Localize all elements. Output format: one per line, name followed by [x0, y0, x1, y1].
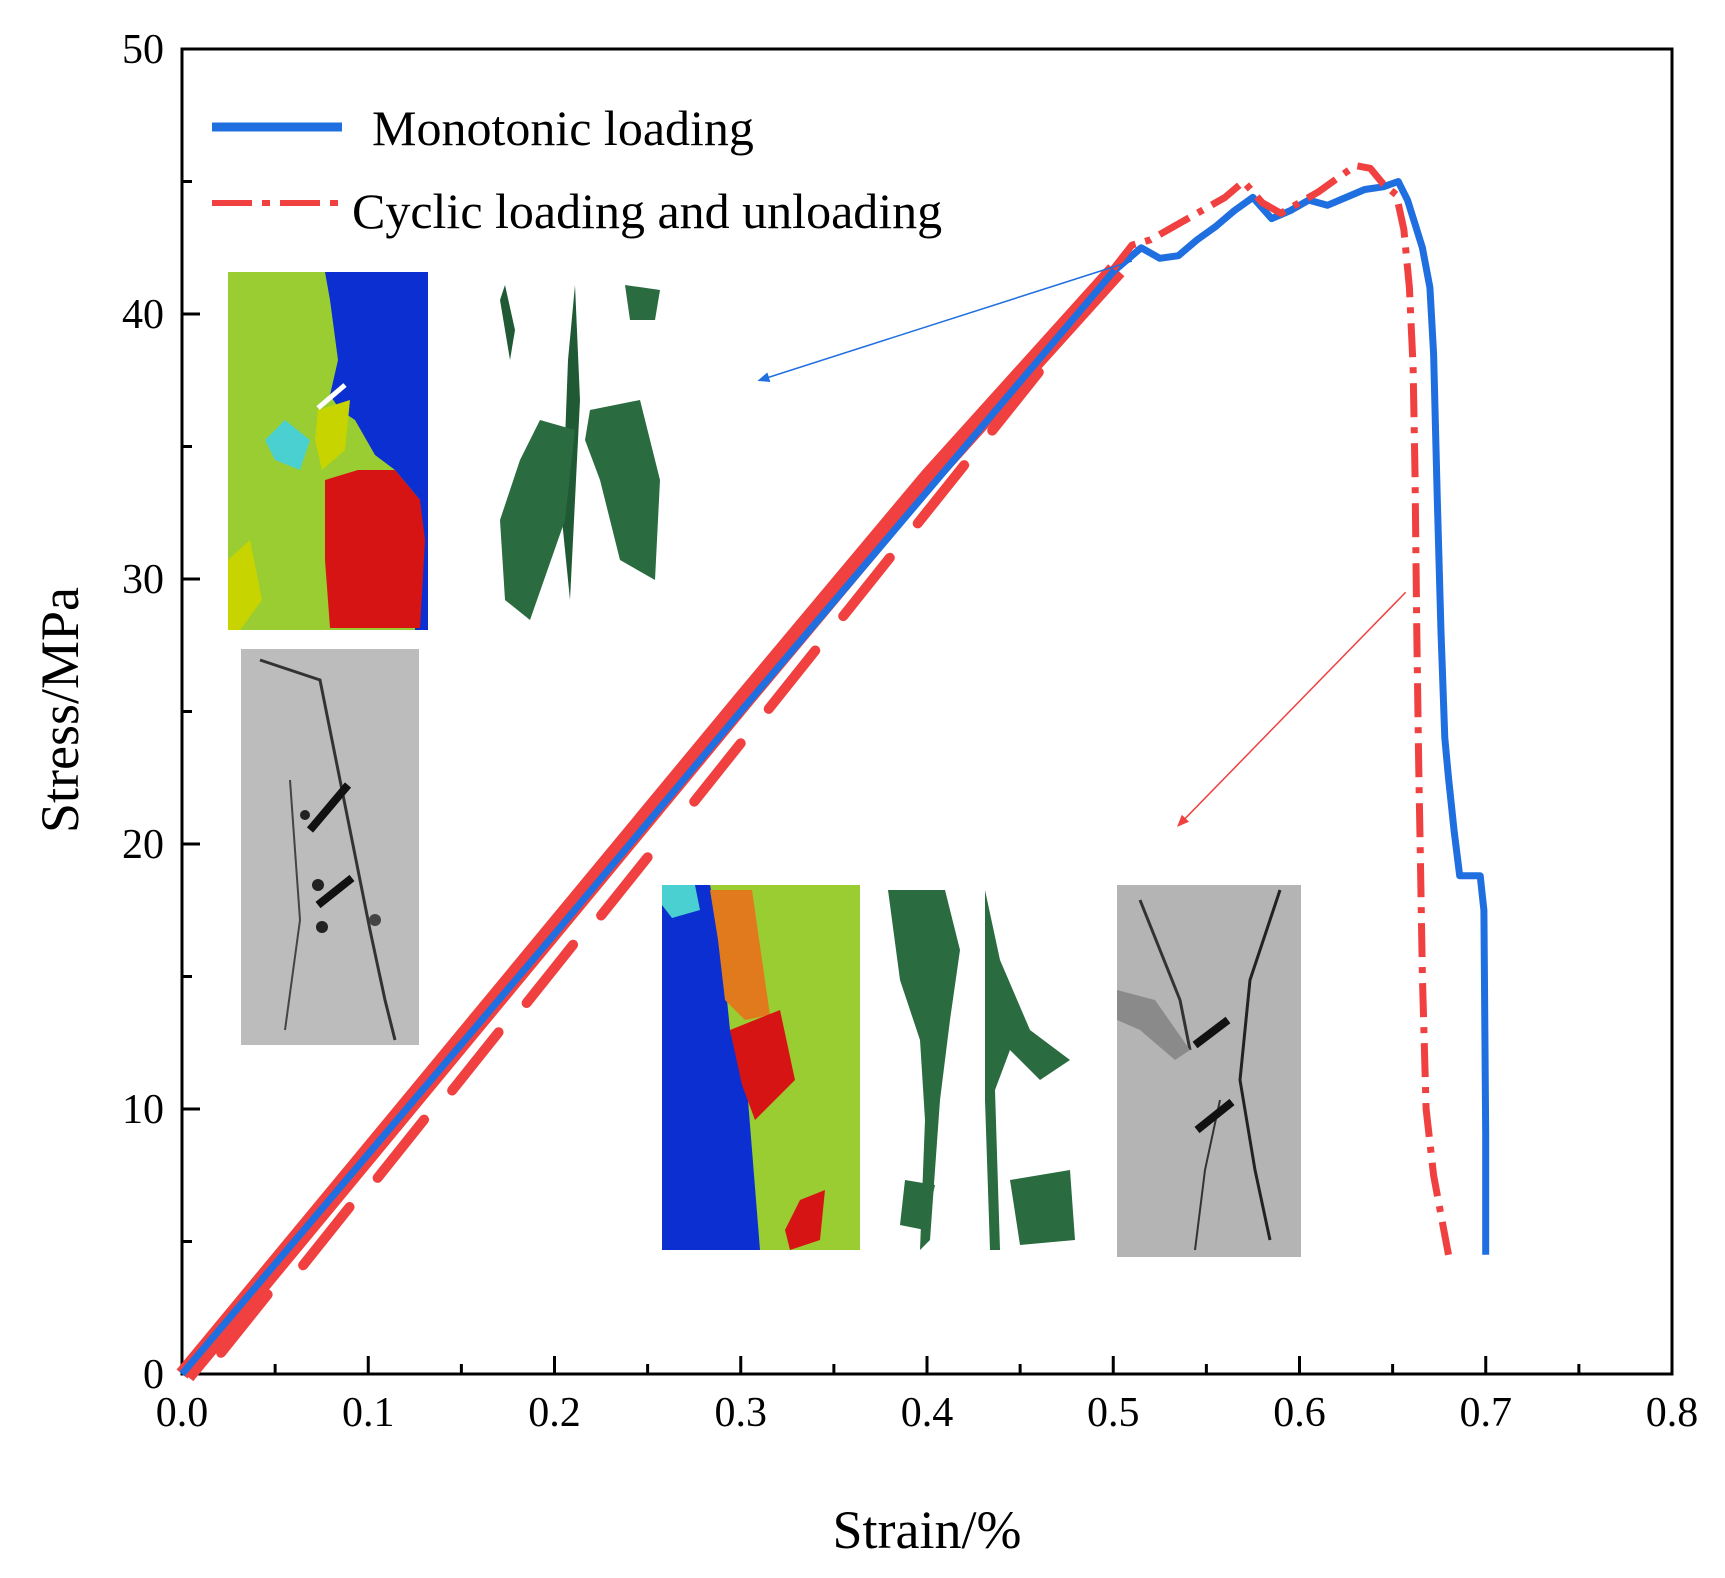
- cyclic-loop: [216, 1289, 273, 1358]
- x-tick-label: 0.6: [1273, 1390, 1326, 1436]
- cyclic-loop: [447, 1027, 504, 1096]
- x-tick-label: 0.1: [342, 1390, 395, 1436]
- x-tick-label: 0.8: [1646, 1390, 1699, 1436]
- annotation-layer: [757, 260, 1407, 827]
- cyclic-loop: [596, 852, 653, 921]
- x-tick-label: 0.0: [156, 1390, 209, 1436]
- legend: Monotonic loading Cyclic loading and unl…: [212, 100, 942, 239]
- cyclic-loop: [987, 367, 1044, 436]
- y-axis-title: Stress/MPa: [30, 587, 90, 833]
- legend-label-cyclic: Cyclic loading and unloading: [352, 183, 942, 239]
- particle-cluster-image-upper: [228, 272, 428, 630]
- cyclic-loop: [521, 939, 579, 1008]
- y-tick-label: 10: [122, 1087, 164, 1133]
- particle-cluster-image-lower: [662, 885, 860, 1250]
- x-tick-label: 0.4: [901, 1390, 954, 1436]
- y-tick-label: 50: [122, 27, 164, 73]
- y-axis-ticks: 0 10 20 30 40 50: [122, 27, 200, 1398]
- annotation-arrow: [757, 260, 1133, 382]
- inset-images-lower: [662, 885, 1301, 1257]
- x-axis-ticks: 0.0 0.1 0.2 0.3 0.4 0.5 0.6 0.7 0.8: [156, 1356, 1699, 1436]
- series-line-cyclic: [1110, 162, 1452, 1256]
- series-line-monotonic: [179, 178, 1490, 1377]
- cyclic-loop: [372, 1114, 430, 1183]
- annotation-arrow: [1177, 591, 1407, 827]
- y-tick-label: 20: [122, 822, 164, 868]
- cyclic-loop: [912, 460, 970, 529]
- x-tick-label: 0.2: [528, 1390, 581, 1436]
- x-axis-title: Strain/%: [833, 1500, 1022, 1560]
- specimen-photo-upper: [241, 649, 419, 1045]
- cyclic-loop: [689, 738, 746, 807]
- crack-map-image-lower: [888, 890, 1075, 1250]
- x-tick-label: 0.7: [1460, 1390, 1513, 1436]
- cyclic-loop: [838, 552, 895, 622]
- y-tick-label: 0: [143, 1352, 164, 1398]
- cyclic-loop: [298, 1202, 355, 1271]
- x-tick-label: 0.5: [1087, 1390, 1140, 1436]
- y-tick-label: 40: [122, 292, 164, 338]
- crack-map-image-upper: [500, 285, 660, 620]
- inset-images-upper: [228, 272, 660, 1045]
- cyclic-loop: [763, 645, 821, 714]
- specimen-photo-lower: [1117, 885, 1301, 1257]
- series-layer: [176, 162, 1490, 1382]
- y-tick-label: 30: [122, 557, 164, 603]
- x-tick-label: 0.3: [715, 1390, 768, 1436]
- legend-label-monotonic: Monotonic loading: [372, 100, 754, 156]
